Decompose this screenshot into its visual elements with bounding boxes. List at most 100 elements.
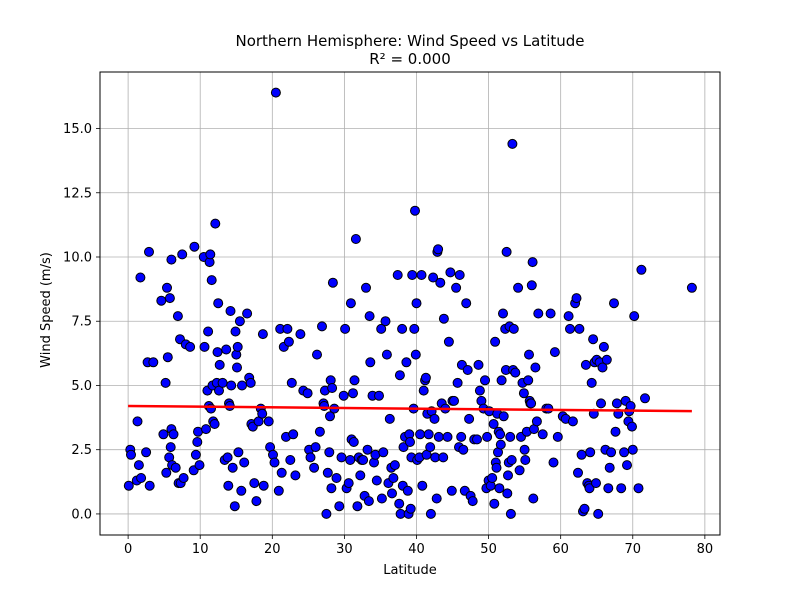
scatter-point bbox=[433, 244, 444, 255]
scatter-point bbox=[282, 323, 293, 334]
scatter-point bbox=[136, 473, 147, 483]
scatter-point bbox=[633, 483, 644, 494]
scatter-point bbox=[234, 316, 245, 327]
scatter-point bbox=[166, 254, 177, 265]
y-tick-label: 12.5 bbox=[63, 186, 92, 201]
x-tick-label: 70 bbox=[624, 542, 641, 557]
scatter-point bbox=[309, 462, 320, 473]
scatter-point bbox=[290, 470, 301, 481]
scatter-point bbox=[462, 365, 473, 375]
scatter-point bbox=[429, 413, 440, 424]
scatter-point bbox=[531, 416, 542, 427]
scatter-point bbox=[239, 457, 250, 468]
scatter-point bbox=[585, 447, 596, 458]
scatter-point bbox=[619, 447, 630, 458]
scatter-point bbox=[491, 462, 502, 473]
scatter-point bbox=[349, 375, 360, 386]
scatter-point bbox=[445, 267, 456, 278]
scatter-point bbox=[192, 437, 203, 447]
scatter-point bbox=[593, 508, 604, 519]
scatter-point bbox=[232, 362, 242, 373]
scatter-point bbox=[405, 503, 416, 514]
scatter-point bbox=[158, 429, 169, 440]
y-tick-label: 7.5 bbox=[71, 315, 92, 330]
scatter-point bbox=[584, 483, 595, 494]
scatter-point bbox=[165, 442, 176, 453]
scatter-point bbox=[283, 336, 294, 347]
axis-ticks: 0 10 20 30 40 50 60 70 80 0.0 2.5 5.0 7.5 10.0 12.5 15.… bbox=[63, 122, 713, 557]
scatter-point bbox=[285, 455, 296, 465]
scatter-point bbox=[425, 508, 436, 519]
scatter-point bbox=[206, 275, 217, 286]
scatter-point bbox=[387, 488, 397, 499]
scatter-point bbox=[170, 462, 181, 473]
x-tick-label: 10 bbox=[192, 542, 209, 557]
scatter-point bbox=[438, 452, 449, 463]
scatter-point bbox=[232, 341, 243, 352]
scatter-point bbox=[160, 377, 171, 388]
scatter-point bbox=[348, 388, 358, 399]
scatter-point bbox=[213, 298, 224, 309]
scatter-point bbox=[610, 426, 621, 437]
scatter-point bbox=[340, 323, 351, 334]
scatter-point bbox=[420, 372, 431, 383]
x-tick-label: 40 bbox=[408, 542, 425, 557]
scatter-point bbox=[203, 326, 214, 337]
scatter-point bbox=[189, 241, 200, 252]
scatter-point bbox=[237, 380, 247, 391]
scatter-point bbox=[144, 246, 154, 257]
scatter-point bbox=[526, 280, 537, 291]
scatter-point bbox=[376, 493, 387, 504]
x-tick-label: 30 bbox=[336, 542, 353, 557]
scatter-point bbox=[350, 234, 361, 244]
scatter-point bbox=[425, 442, 436, 453]
scatter-point bbox=[334, 501, 345, 512]
scatter-point bbox=[580, 359, 591, 370]
scatter-point bbox=[343, 478, 354, 489]
chart-title: Northern Hemisphere: Wind Speed vs Latit… bbox=[235, 32, 584, 50]
scatter-point bbox=[319, 401, 330, 411]
scatter-point bbox=[495, 439, 506, 450]
scatter-point bbox=[567, 416, 578, 427]
scatter-point bbox=[574, 323, 585, 334]
scatter-point bbox=[508, 323, 519, 334]
scatter-point bbox=[257, 408, 268, 419]
scatter-point bbox=[629, 311, 640, 322]
scatter-point bbox=[273, 485, 284, 496]
scatter-point bbox=[528, 493, 539, 504]
scatter-point bbox=[563, 311, 574, 322]
scatter-point bbox=[533, 308, 544, 319]
scatter-point bbox=[302, 388, 313, 399]
scatter-point bbox=[148, 357, 159, 368]
scatter-point bbox=[588, 334, 599, 345]
scatter-point bbox=[501, 246, 512, 257]
scatter-point bbox=[362, 444, 373, 455]
scatter-point bbox=[411, 298, 422, 309]
y-tick-label: 2.5 bbox=[71, 443, 92, 458]
scatter-point bbox=[384, 413, 395, 424]
scatter-point bbox=[305, 452, 316, 463]
scatter-point bbox=[616, 483, 627, 494]
scatter-point bbox=[225, 306, 236, 316]
scatter-point bbox=[503, 470, 513, 481]
scatter-point bbox=[482, 431, 493, 442]
scatter-point bbox=[310, 442, 321, 453]
scatter-point bbox=[394, 370, 405, 381]
scatter-point bbox=[286, 377, 297, 388]
scatter-point bbox=[456, 431, 467, 442]
scatter-point bbox=[548, 457, 559, 468]
scatter-point bbox=[454, 270, 465, 280]
scatter-point bbox=[416, 270, 427, 280]
scatter-point bbox=[598, 341, 609, 352]
scatter-point bbox=[571, 293, 582, 304]
scatter-point bbox=[172, 311, 183, 322]
scatter-point bbox=[214, 359, 225, 370]
scatter-point bbox=[249, 478, 260, 489]
scatter-point bbox=[210, 218, 221, 229]
scatter-point bbox=[132, 416, 143, 427]
scatter-point bbox=[524, 349, 534, 360]
scatter-point bbox=[345, 298, 356, 309]
regression-line-group bbox=[128, 404, 692, 413]
scatter-point bbox=[601, 354, 612, 365]
scatter-point bbox=[331, 473, 342, 483]
